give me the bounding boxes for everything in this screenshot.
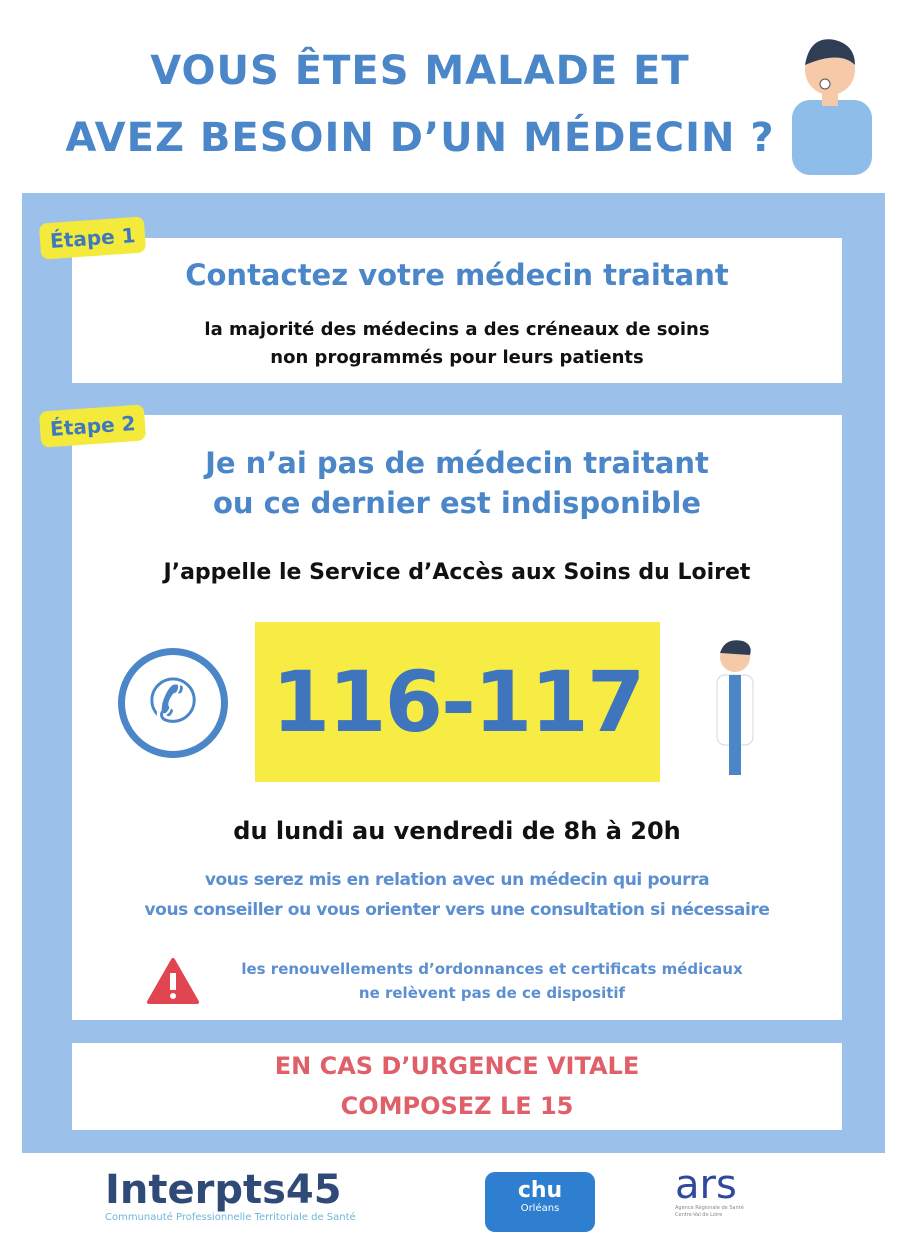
title-line-2: AVEZ BESOIN D’UN MÉDECIN ? [65,115,775,161]
info-line-2: vous conseiller ou vous orienter vers un… [144,900,770,920]
step2-heading-1: Je n’ai pas de médecin traitant [205,446,709,480]
emergency-box: EN CAS D’URGENCE VITALE COMPOSEZ LE 15 [72,1043,842,1130]
ars-logo: ars Agence Régionale de Santé Centre-Val… [675,1165,785,1219]
chu-orleans-logo: chu Orléans [485,1172,595,1232]
step1-text-1: la majorité des médecins a des créneaux … [204,319,710,340]
interpts45-logo: Interpts45 Communauté Professionnelle Te… [105,1168,425,1223]
step2-heading-2: ou ce dernier est indisponible [212,486,702,520]
call-text: J’appelle le Service d’Accès aux Soins d… [163,560,751,585]
info-line-1: vous serez mis en relation avec un médec… [204,870,710,890]
warning-line-2: ne relèvent pas de ce dispositif [358,984,626,1002]
step1-text-2: non programmés pour leurs patients [270,347,644,368]
step2-label: Étape 2 [38,404,147,448]
interpts45-subtitle: Communauté Professionnelle Territoriale … [105,1212,356,1223]
phone-icon: ✆ [118,648,228,758]
chu-subtitle: Orléans [520,1203,560,1214]
emergency-line-1: EN CAS D’URGENCE VITALE [274,1052,640,1080]
step1-label: Étape 1 [38,216,147,260]
interpts45-wordmark: Interpts45 [105,1167,342,1213]
step1-box: Contactez votre médecin traitant la majo… [72,238,842,383]
chu-wordmark: chu [517,1178,563,1203]
title-line-1: VOUS ÊTES MALADE ET [150,48,690,94]
phone-number[interactable]: 116-117 [255,622,660,782]
ars-subtitle: Agence Régionale de Santé Centre-Val de … [675,1205,744,1218]
doctor-illustration [705,635,765,780]
warning-line-1: les renouvellements d’ordonnances et cer… [241,960,743,978]
emergency-line-2: COMPOSEZ LE 15 [340,1092,574,1120]
warning-icon [147,957,199,1009]
sick-person-illustration [780,20,880,175]
ars-wordmark: ars [675,1162,737,1208]
hours-text: du lundi au vendredi de 8h à 20h [233,817,681,845]
step1-heading: Contactez votre médecin traitant [185,258,729,292]
